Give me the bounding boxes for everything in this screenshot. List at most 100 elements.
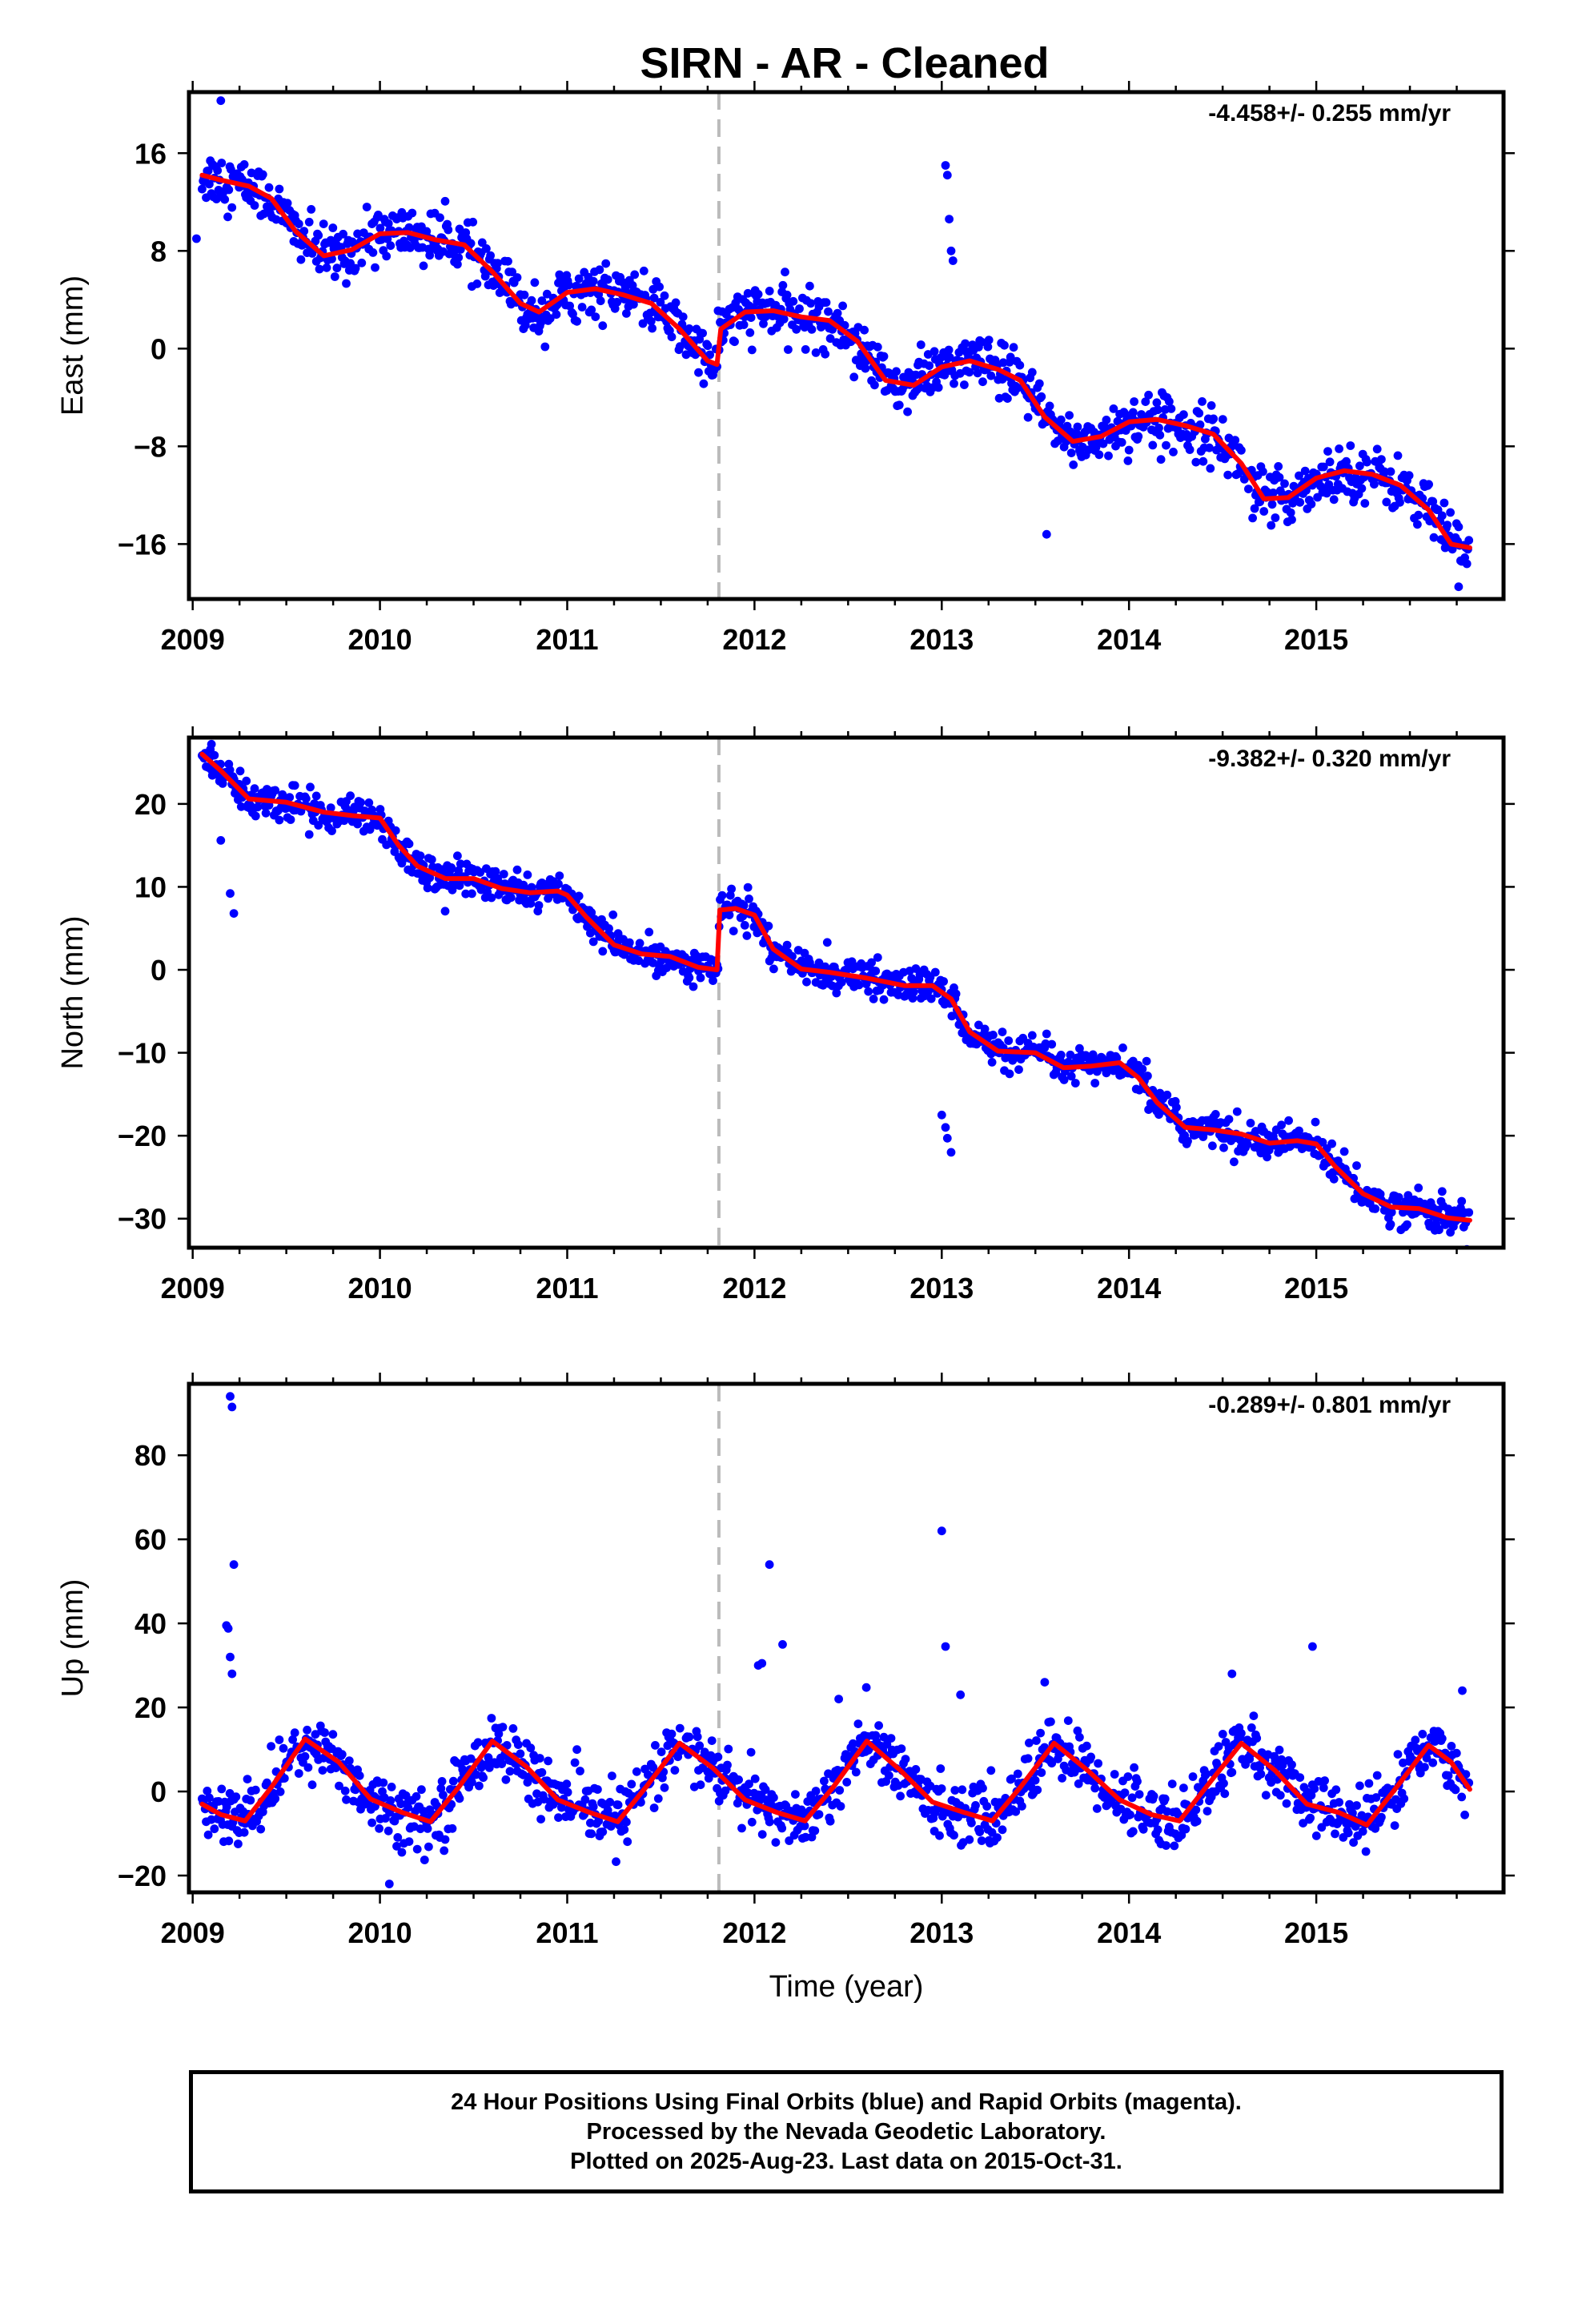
data-point	[271, 786, 280, 795]
data-point	[251, 811, 260, 821]
panel-frame	[187, 735, 1506, 1250]
data-point	[526, 1743, 536, 1753]
data-point	[1211, 1110, 1220, 1119]
data-point	[383, 1826, 393, 1835]
data-point	[570, 1758, 580, 1767]
data-point	[364, 798, 374, 807]
data-point	[699, 379, 709, 388]
data-point	[386, 241, 396, 251]
data-point	[1153, 1825, 1162, 1835]
outlier-point	[192, 234, 201, 243]
data-point	[499, 870, 508, 879]
data-point	[210, 1824, 219, 1834]
data-point	[1244, 485, 1253, 493]
data-point	[300, 1751, 310, 1761]
data-point	[842, 1778, 852, 1787]
data-point	[742, 931, 752, 940]
data-point	[1295, 471, 1303, 480]
data-point	[1393, 1750, 1403, 1759]
data-point	[1177, 1831, 1186, 1840]
x-tick-label: 2010	[348, 1916, 412, 1949]
data-point	[801, 345, 810, 354]
data-point	[493, 259, 502, 267]
data-point	[512, 273, 522, 282]
x-tick-label: 2015	[1284, 1272, 1348, 1305]
data-point	[555, 871, 564, 880]
data-point	[1124, 445, 1134, 455]
data-point	[371, 263, 379, 272]
data-point	[874, 1721, 883, 1731]
data-point	[439, 1791, 448, 1799]
panel-frame	[187, 90, 1506, 601]
data-point	[466, 239, 476, 248]
data-point	[896, 1791, 905, 1801]
data-point	[892, 367, 901, 376]
data-point	[649, 293, 659, 303]
data-point	[1319, 1783, 1328, 1792]
data-point	[1387, 1208, 1396, 1217]
plot-area-north	[198, 738, 1474, 1248]
data-point	[903, 407, 912, 416]
data-point	[1127, 1793, 1137, 1803]
rate-label: -4.458+/- 0.255 mm/yr	[1208, 100, 1451, 127]
data-point	[1403, 1191, 1413, 1200]
data-point	[1162, 440, 1170, 450]
y-axis-label: East (mm)	[56, 275, 90, 416]
data-point	[1443, 521, 1452, 529]
data-point	[346, 791, 355, 801]
data-point	[1428, 1758, 1438, 1767]
data-point	[696, 973, 705, 983]
data-point	[1248, 513, 1257, 523]
data-point	[1275, 472, 1284, 482]
data-point	[563, 1787, 572, 1797]
data-point	[339, 229, 347, 239]
data-point	[1282, 1799, 1291, 1808]
data-point	[713, 1752, 723, 1762]
data-point	[885, 1771, 893, 1780]
data-point	[1223, 470, 1233, 480]
x-axis-label: Time (year)	[769, 1970, 924, 2004]
y-tick-label: 8	[151, 235, 167, 267]
data-point	[1218, 415, 1227, 424]
data-point	[1247, 1723, 1256, 1732]
data-point	[423, 1824, 432, 1833]
data-point	[279, 1774, 289, 1783]
data-point	[721, 1786, 730, 1795]
data-point	[516, 1749, 525, 1759]
data-point	[779, 315, 789, 324]
data-points-east	[198, 156, 1474, 569]
data-point	[822, 938, 832, 947]
data-point	[1220, 1789, 1230, 1799]
data-point	[1199, 456, 1208, 466]
data-point	[950, 379, 958, 388]
data-point	[745, 1779, 753, 1789]
data-point	[283, 199, 292, 208]
data-point	[1153, 405, 1162, 415]
data-point	[263, 1778, 271, 1787]
data-point	[301, 794, 311, 803]
data-point	[1069, 460, 1078, 469]
data-point	[994, 1798, 1004, 1807]
data-point	[784, 345, 793, 354]
data-point	[330, 272, 339, 281]
data-point	[707, 1736, 717, 1746]
data-point	[825, 1816, 835, 1826]
data-point	[1033, 1785, 1042, 1795]
data-point	[613, 1800, 623, 1810]
data-point	[1037, 1768, 1046, 1777]
data-point	[765, 287, 774, 296]
data-point	[740, 921, 749, 930]
data-point	[598, 321, 608, 331]
data-point	[1325, 457, 1335, 467]
data-point	[203, 1787, 212, 1795]
data-point	[622, 1817, 631, 1827]
data-point	[311, 791, 321, 801]
data-point	[1118, 1043, 1127, 1052]
data-point	[965, 1835, 974, 1844]
data-point	[925, 361, 934, 370]
data-point	[386, 1796, 396, 1805]
data-point	[476, 868, 485, 877]
data-point	[519, 880, 528, 890]
data-point	[835, 1786, 845, 1795]
data-point	[1395, 497, 1404, 507]
